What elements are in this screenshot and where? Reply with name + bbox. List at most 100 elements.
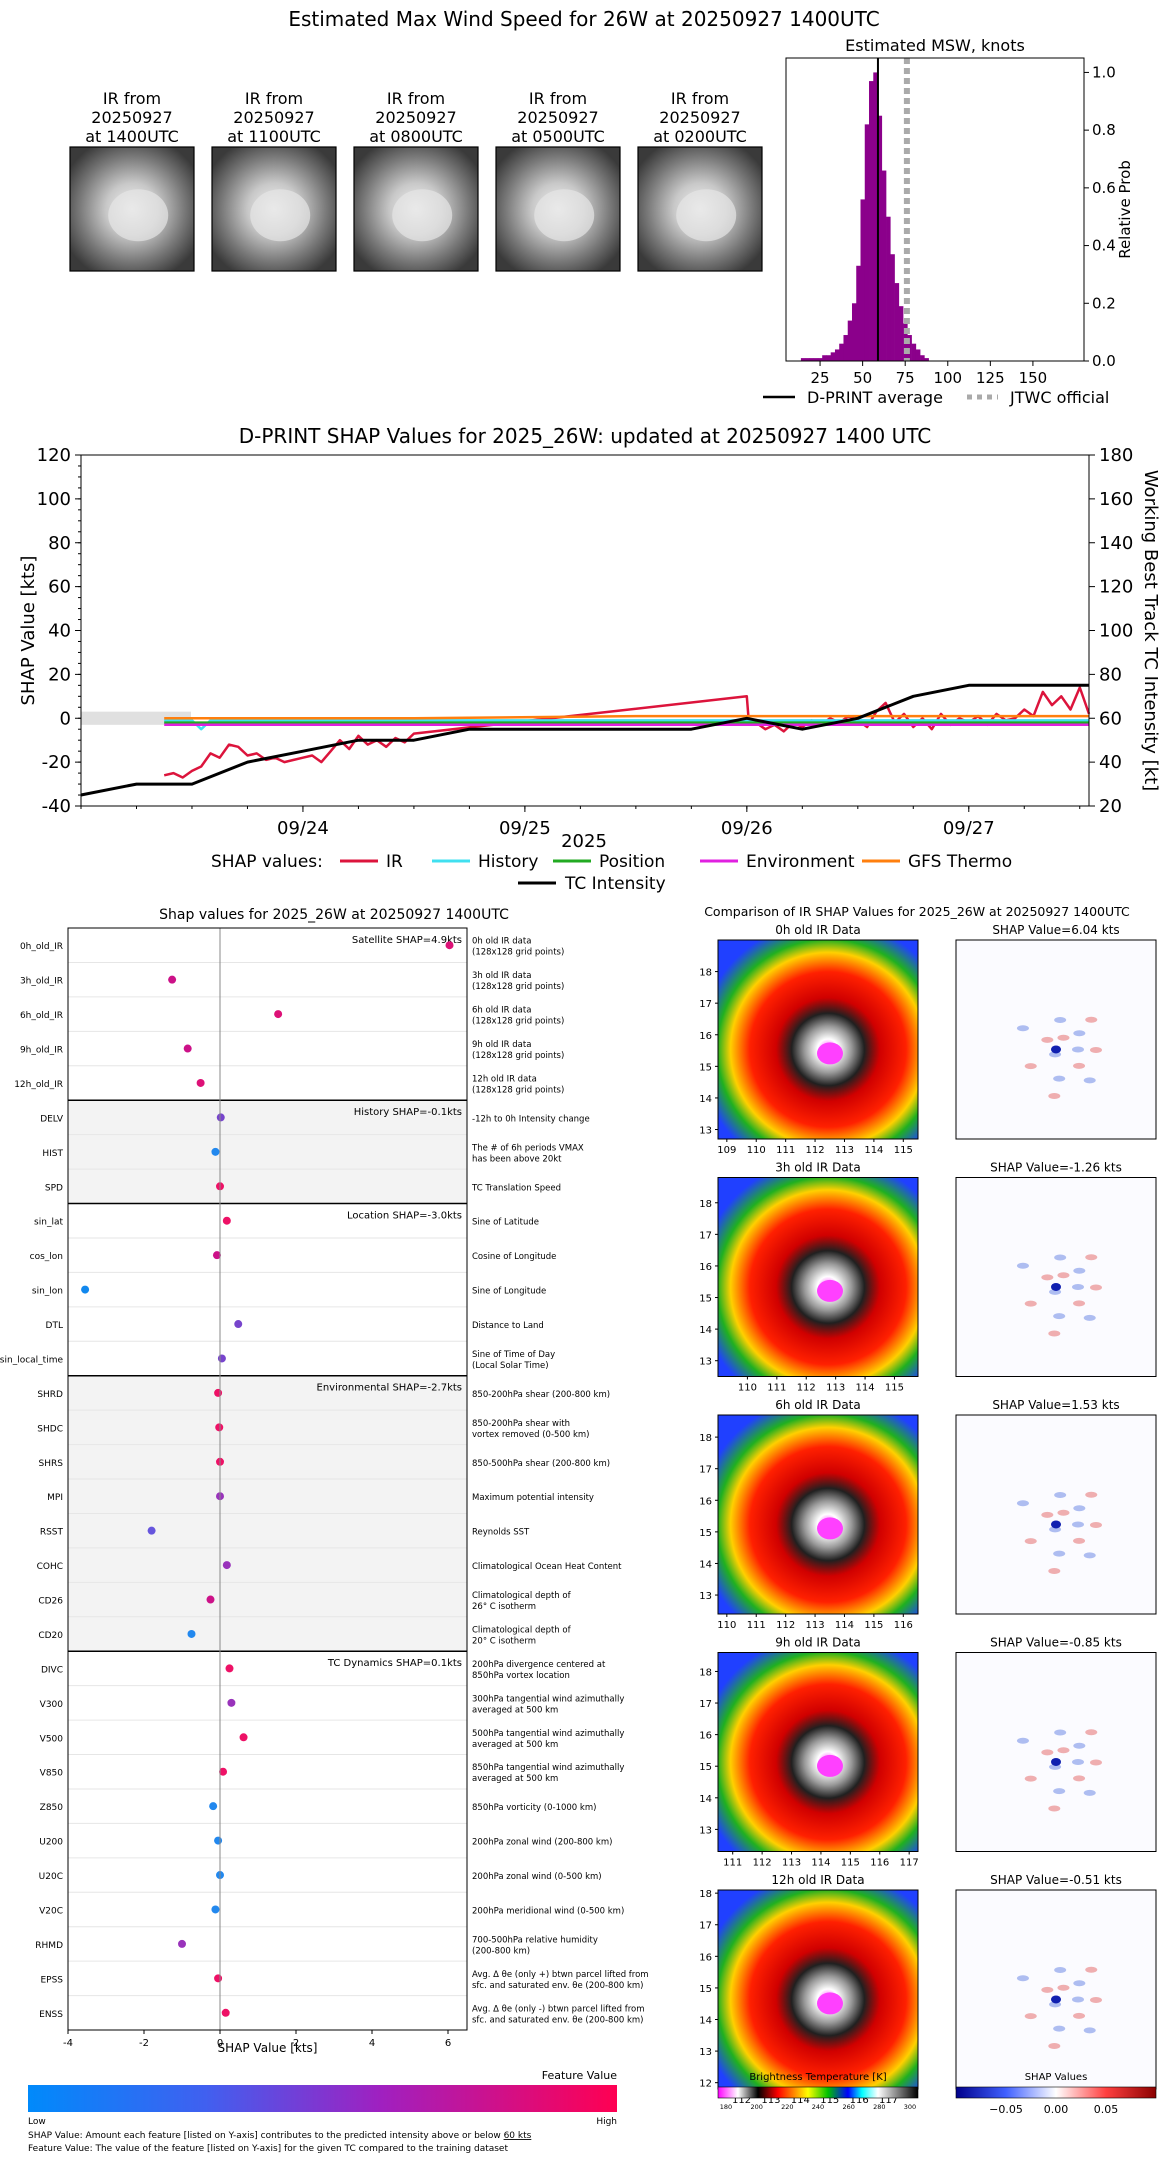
- timeseries-frame: [80, 454, 1090, 807]
- msw-histogram: Estimated MSW, knots 25 50 75 100 125 150 0.0 0.…: [763, 36, 1134, 407]
- shap-panel-title: SHAP Value=-0.51 kts: [990, 1873, 1122, 1887]
- feature-shap-dot: [147, 1526, 156, 1535]
- feature-name: V20C: [39, 1906, 63, 1916]
- x-tick-label: 09/24: [277, 818, 329, 839]
- x-tick-label: 114: [856, 1383, 875, 1394]
- histogram-bar: [856, 265, 861, 361]
- histogram-bar: [873, 72, 878, 361]
- feature-description: (128x128 grid points): [472, 982, 564, 992]
- feature-shap-dot: [81, 1285, 90, 1294]
- shap-speckle: [1053, 1550, 1066, 1557]
- shap-feature-chart: Shap values for 2025_26W at 20250927 140…: [0, 907, 649, 2127]
- x-tick-label: 114: [864, 1145, 883, 1156]
- shap-core: [1051, 1282, 1061, 1291]
- histogram-bar: [834, 349, 840, 361]
- shap-speckle: [1083, 2027, 1096, 2034]
- feature-name: CD20: [38, 1631, 63, 1641]
- histogram-ylabel: Relative Prob: [1116, 160, 1134, 259]
- histogram-bar: [800, 358, 806, 361]
- shap-speckle: [1016, 1500, 1029, 1507]
- feature-shap-dot: [212, 1251, 221, 1260]
- histogram-bar: [886, 216, 891, 361]
- cloud-mass: [250, 189, 311, 242]
- feature-shap-dot: [211, 1905, 220, 1914]
- y-tick-label: 17: [699, 1465, 712, 1476]
- shap-speckle: [1083, 1314, 1096, 1321]
- histogram-bar: [915, 349, 921, 361]
- feature-description: vortex removed (0-500 km): [472, 1430, 589, 1440]
- legend-label: Position: [599, 852, 665, 872]
- shap-colorbar-tick: 0.05: [1094, 2103, 1119, 2116]
- thumbnail-caption: at 0200UTC: [653, 127, 747, 146]
- feature-description: TC Translation Speed: [471, 1183, 561, 1193]
- shap-timeseries-chart: D-PRINT SHAP Values for 2025_26W: update…: [18, 424, 1161, 894]
- shap-speckle: [1072, 1046, 1084, 1053]
- y-tick-label: 0.8: [1092, 121, 1116, 139]
- histogram-bar: [847, 320, 853, 361]
- x-tick-label: 116: [894, 1620, 913, 1631]
- histogram-bar: [851, 303, 857, 361]
- y-tick-label: 0.4: [1092, 237, 1116, 255]
- feature-shap-dot: [219, 1767, 228, 1776]
- feature-name: V500: [40, 1734, 64, 1744]
- y-right-tick-label: 140: [1099, 533, 1133, 554]
- shap-colorbar-tick: −0.05: [989, 2103, 1023, 2116]
- shap-speckle: [1057, 1509, 1070, 1516]
- shap-speckle: [1054, 1967, 1067, 1974]
- feature-shap-dot: [214, 1974, 223, 1983]
- feature-name: HIST: [42, 1149, 63, 1159]
- feature-description: 3h old IR data: [472, 971, 531, 981]
- feature-description: Climatological depth of: [472, 1591, 572, 1601]
- thumbnail-caption: IR from: [103, 89, 161, 108]
- y-tick-label: 15: [699, 1062, 712, 1073]
- histogram-bar: [890, 254, 895, 361]
- feature-shap-dot: [196, 1078, 205, 1087]
- feature-chart-frame: [67, 927, 468, 2031]
- legend-label-dprint: D-PRINT average: [807, 388, 943, 407]
- feature-name: sin_lat: [34, 1218, 63, 1228]
- feature-shap-dot: [225, 1664, 234, 1673]
- feature-shap-dot: [215, 1423, 224, 1432]
- x-tick-label: -2: [139, 2038, 149, 2049]
- shap-speckle: [1089, 1996, 1102, 2003]
- feature-description: 6h old IR data: [472, 1006, 531, 1016]
- x-tick-label: 111: [723, 1858, 742, 1869]
- shap-speckle: [1073, 1742, 1086, 1749]
- zero-band: [81, 711, 191, 725]
- feature-description: 20° C isotherm: [472, 1636, 536, 1646]
- feature-description: 850hPa vorticity (0-1000 km): [472, 1803, 596, 1813]
- x-tick-label: 100: [933, 369, 962, 387]
- y-right-tick-label: 20: [1099, 796, 1122, 817]
- thumbnail-caption: IR from: [387, 89, 445, 108]
- shap-speckle: [1054, 1017, 1067, 1024]
- histogram-bar: [813, 358, 819, 361]
- feature-description: 200hPa meridional wind (0-500 km): [472, 1906, 624, 1916]
- shap-panel-title: SHAP Value=1.53 kts: [992, 1398, 1119, 1412]
- y-tick-label: 16: [699, 1952, 712, 1963]
- ir-colorbar-tick: 300: [904, 2103, 916, 2111]
- feature-shap-dot: [209, 1802, 218, 1811]
- shap-speckle: [1024, 1775, 1037, 1782]
- feature-shap-dot: [206, 1595, 215, 1604]
- cloud-mass: [392, 189, 453, 242]
- shap-speckle: [1085, 1729, 1098, 1736]
- y-tick-label: 100: [37, 489, 71, 510]
- legend-label: GFS Thermo: [908, 852, 1012, 872]
- histogram-bar: [920, 355, 925, 361]
- y-tick-label: 12: [699, 2079, 712, 2090]
- histogram-bar: [864, 124, 870, 361]
- feature-description: (128x128 grid points): [472, 1017, 564, 1027]
- shap-speckle: [1073, 1300, 1086, 1307]
- histogram-frame: [785, 57, 1085, 362]
- shap-speckle: [1073, 1267, 1086, 1274]
- feature-description: Avg. Δ θe (only +) btwn parcel lifted fr…: [472, 1970, 649, 1980]
- x-tick-label: 109: [717, 1145, 736, 1156]
- shap-speckle: [1016, 1737, 1029, 1744]
- thumbnail-caption: 20250927: [91, 108, 172, 127]
- y-tick-label: -40: [42, 796, 71, 817]
- histogram-bar: [817, 358, 823, 361]
- shap-speckle: [1083, 1077, 1096, 1084]
- feature-name: ENSS: [39, 2010, 63, 2020]
- feature-description: (128x128 grid points): [472, 948, 564, 958]
- y-tick-label: 18: [699, 1889, 712, 1900]
